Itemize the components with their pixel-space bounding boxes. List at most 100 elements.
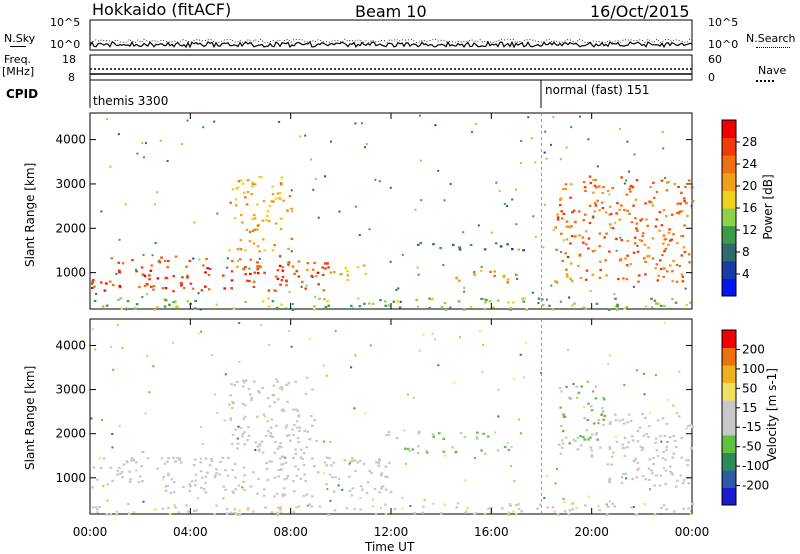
data-cell bbox=[689, 512, 693, 515]
data-point bbox=[636, 369, 639, 372]
data-point bbox=[609, 354, 612, 357]
data-cell bbox=[261, 219, 265, 222]
data-point bbox=[583, 406, 586, 408]
data-cell bbox=[321, 266, 324, 269]
data-cell bbox=[230, 383, 233, 386]
data-point bbox=[579, 115, 582, 118]
data-cell bbox=[634, 457, 637, 460]
data-cell bbox=[224, 488, 227, 491]
data-cell bbox=[565, 385, 568, 388]
data-cell bbox=[297, 260, 301, 263]
data-cell bbox=[662, 209, 666, 212]
data-cell bbox=[611, 227, 615, 230]
data-cell bbox=[305, 493, 309, 496]
velocity-colorbar-tick-label: -50 bbox=[742, 440, 762, 454]
data-cell bbox=[594, 204, 598, 207]
data-cell bbox=[140, 465, 143, 468]
data-cell bbox=[271, 300, 275, 303]
data-cell bbox=[128, 480, 132, 484]
data-cell bbox=[233, 508, 237, 511]
data-cell bbox=[615, 238, 618, 241]
data-cell bbox=[259, 265, 262, 268]
data-cell bbox=[291, 265, 295, 268]
data-cell bbox=[298, 429, 301, 432]
data-cell bbox=[199, 470, 203, 473]
data-cell bbox=[568, 442, 571, 445]
data-point bbox=[649, 411, 652, 414]
data-cell bbox=[582, 219, 586, 222]
data-cell bbox=[231, 490, 235, 493]
x-tick-label: 12:00 bbox=[374, 525, 409, 539]
data-cell bbox=[551, 308, 555, 311]
data-point bbox=[378, 180, 381, 183]
data-cell bbox=[280, 183, 283, 186]
data-cell bbox=[630, 184, 633, 188]
data-cell bbox=[311, 424, 314, 427]
data-cell bbox=[126, 461, 129, 464]
data-cell bbox=[670, 472, 674, 475]
data-point bbox=[643, 372, 645, 375]
data-cell bbox=[279, 457, 282, 460]
data-point bbox=[568, 296, 571, 299]
data-cell bbox=[671, 297, 674, 301]
data-cell bbox=[631, 186, 635, 189]
nave-tick-top: 60 bbox=[708, 53, 722, 66]
data-cell bbox=[626, 446, 629, 449]
data-cell bbox=[268, 405, 272, 408]
data-point bbox=[520, 162, 523, 165]
data-cell bbox=[561, 430, 565, 433]
data-point bbox=[308, 338, 311, 341]
data-cell bbox=[263, 249, 267, 252]
data-cell bbox=[278, 445, 281, 448]
data-cell bbox=[606, 463, 609, 466]
data-cell bbox=[425, 449, 428, 452]
data-cell bbox=[639, 219, 642, 222]
data-cell bbox=[182, 485, 185, 489]
data-cell bbox=[596, 199, 599, 202]
data-cell bbox=[304, 287, 307, 290]
data-cell bbox=[582, 306, 585, 309]
plot-frame bbox=[89, 112, 693, 310]
data-cell bbox=[293, 272, 296, 275]
data-cell bbox=[657, 302, 660, 305]
data-cell bbox=[276, 269, 280, 272]
data-cell bbox=[164, 485, 168, 488]
data-point bbox=[172, 341, 174, 344]
data-point bbox=[511, 198, 514, 201]
data-point bbox=[444, 454, 447, 457]
data-cell bbox=[619, 259, 622, 262]
data-cell bbox=[656, 419, 660, 422]
data-point bbox=[334, 330, 337, 333]
data-point bbox=[453, 381, 456, 384]
data-point bbox=[619, 128, 622, 130]
data-point bbox=[498, 190, 501, 192]
data-cell bbox=[297, 275, 301, 278]
data-cell bbox=[274, 289, 277, 292]
data-cell bbox=[200, 476, 204, 479]
data-cell bbox=[565, 225, 568, 228]
data-cell bbox=[639, 445, 643, 448]
data-cell bbox=[266, 210, 270, 213]
data-cell bbox=[608, 213, 611, 216]
data-cell bbox=[356, 461, 359, 464]
data-cell bbox=[650, 469, 653, 472]
data-cell bbox=[236, 265, 239, 268]
data-cell bbox=[594, 385, 597, 388]
data-cell bbox=[564, 252, 567, 255]
data-cell bbox=[277, 506, 280, 509]
data-point bbox=[354, 205, 357, 208]
data-cell bbox=[598, 232, 602, 235]
data-cell bbox=[373, 487, 377, 491]
data-cell bbox=[313, 419, 316, 422]
data-point bbox=[288, 330, 291, 333]
data-cell bbox=[253, 271, 257, 274]
power-colorbar-swatch bbox=[722, 208, 736, 227]
data-point bbox=[95, 292, 98, 295]
data-cell bbox=[204, 457, 208, 460]
data-cell bbox=[163, 298, 166, 301]
data-point bbox=[312, 188, 315, 191]
data-cell bbox=[554, 226, 558, 229]
data-cell bbox=[287, 247, 290, 250]
data-cell bbox=[247, 434, 251, 437]
data-point bbox=[271, 394, 274, 397]
